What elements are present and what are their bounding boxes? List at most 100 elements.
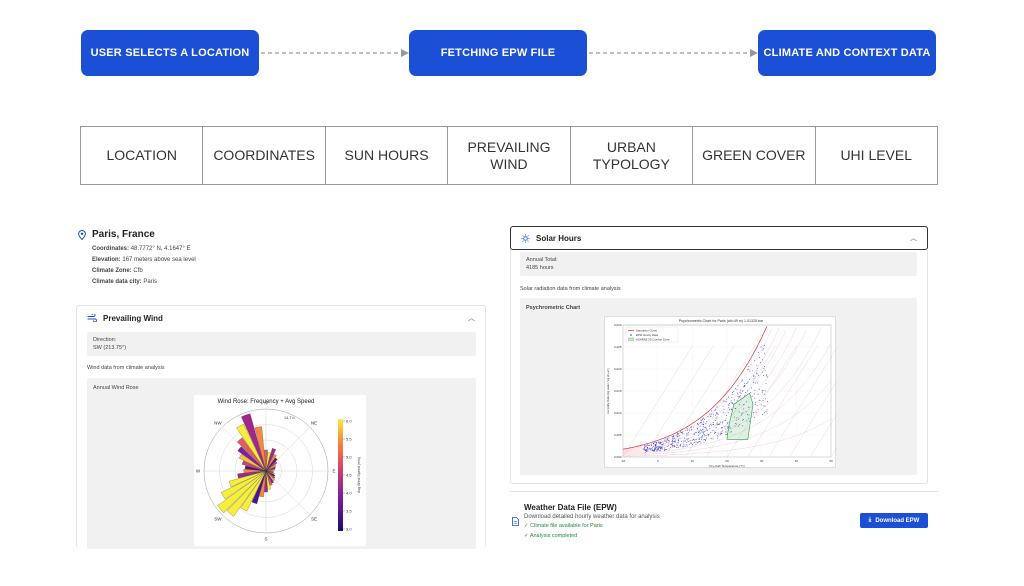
epw-point (690, 427, 692, 428)
epw-point (732, 393, 734, 395)
epw-point (731, 431, 733, 433)
epw-point (672, 436, 674, 437)
epw-point (753, 382, 755, 384)
epw-point (658, 448, 660, 450)
epw-point (762, 371, 764, 373)
epw-point (690, 443, 692, 445)
epw-point (671, 443, 673, 444)
download-epw-button[interactable]: ⤓ Download EPW (860, 513, 928, 528)
epw-point (739, 395, 741, 397)
epw-point (755, 401, 757, 403)
epw-point (646, 447, 648, 448)
epw-point (702, 436, 703, 438)
wind-rose-bar (265, 461, 278, 472)
epw-point (722, 400, 724, 402)
epw-point (651, 448, 653, 450)
wind-rose-bar (265, 457, 278, 472)
epw-point (650, 443, 652, 445)
epw-point (654, 445, 656, 447)
epw-point (693, 438, 694, 440)
psy-ytick: 0.025 (614, 345, 622, 349)
epw-point (738, 424, 740, 426)
epw-point (700, 421, 702, 423)
epw-point (661, 447, 663, 449)
epw-point (729, 408, 730, 410)
epw-point (714, 409, 716, 411)
epw-point (712, 422, 714, 423)
epw-point (747, 381, 749, 383)
epw-point (764, 390, 766, 392)
epw-point (644, 449, 646, 451)
epw-point (741, 380, 743, 382)
compass-label-w: W (196, 469, 201, 474)
epw-point (691, 439, 693, 441)
epw-point (689, 440, 691, 442)
epw-point (686, 441, 688, 443)
epw-point (729, 427, 731, 429)
epw-point (753, 412, 755, 413)
epw-point (754, 389, 756, 391)
wind-rose-chart: Wind Rose: Frequency + Avg Speed N NE E SE S… (194, 395, 366, 546)
wind-rose-bar (265, 470, 276, 479)
epw-point (756, 370, 758, 372)
solar-hours-header[interactable]: Solar Hours ︿ (510, 226, 928, 250)
epw-point (744, 384, 745, 386)
epw-point (680, 440, 682, 442)
epw-point (763, 405, 765, 407)
epw-point (648, 445, 650, 447)
epw-point (699, 425, 701, 427)
epw-point (720, 421, 722, 423)
epw-point (667, 439, 669, 441)
epw-point (706, 429, 708, 431)
chevron-up-icon[interactable]: ︿ (468, 315, 475, 322)
epw-point (727, 411, 729, 413)
comfort-zone (726, 392, 754, 440)
prevailing-wind-header[interactable]: Prevailing Wind ︿ (77, 306, 485, 330)
epw-point (711, 429, 713, 431)
epw-point (680, 431, 681, 433)
epw-title: Weather Data File (EPW) (524, 503, 617, 512)
epw-point (701, 436, 703, 438)
wind-rose-bar (265, 448, 276, 472)
category-sun-hours: SUN HOURS (326, 127, 449, 184)
epw-point (656, 446, 658, 448)
wind-rose-bar (243, 469, 267, 473)
epw-point (730, 431, 732, 433)
epw-point (707, 416, 709, 418)
category-uhi-level: UHI LEVEL (840, 147, 913, 163)
epw-point (760, 404, 762, 406)
psychrometric-chart: Psychrometric Chart for Paris (alt=49 m)… (604, 316, 1006, 468)
epw-point (740, 414, 742, 416)
wind-icon (87, 314, 97, 322)
epw-point (682, 431, 684, 433)
epw-point (651, 450, 653, 452)
wind-rose-bar (265, 468, 275, 472)
epw-point (742, 419, 743, 421)
psy-title: Psychrometric Chart for Paris (alt=49 m)… (679, 319, 764, 323)
chevron-up-icon[interactable]: ︿ (910, 235, 917, 242)
epw-point (753, 374, 755, 376)
epw-point (700, 420, 702, 422)
epw-point (660, 442, 662, 444)
legend-comfort: ASHRAE 55 Comfort Zone (636, 338, 670, 342)
epw-point (767, 401, 768, 403)
epw-point (678, 435, 680, 437)
category-green-cover: GREEN COVER (693, 127, 816, 184)
colorbar-tick: 5.0 (346, 454, 352, 459)
epw-point (653, 449, 655, 451)
epw-point (717, 414, 719, 416)
epw-point (748, 417, 750, 419)
epw-point (684, 445, 686, 447)
epw-point (702, 425, 704, 427)
epw-point (653, 450, 655, 452)
wind-rose-bar (241, 413, 267, 472)
epw-point (659, 447, 661, 448)
epw-point (716, 412, 718, 414)
epw-point (742, 412, 744, 414)
epw-point (738, 397, 739, 399)
epw-point (661, 444, 663, 446)
epw-point (693, 433, 695, 435)
epw-point (718, 424, 720, 426)
epw-point (754, 382, 756, 384)
epw-point (687, 431, 689, 433)
